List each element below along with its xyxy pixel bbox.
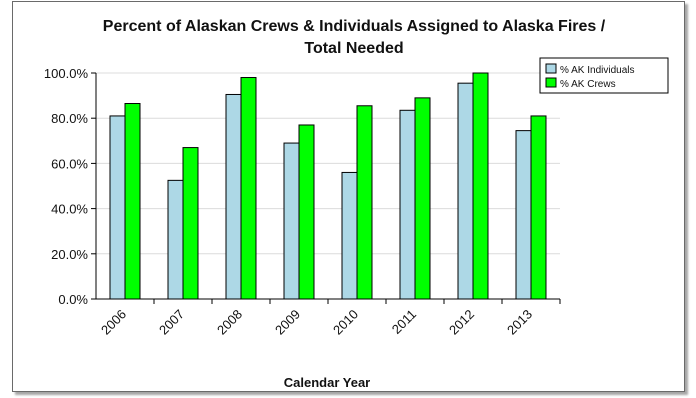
x-tick-labels: 2006 2007 2008 2009 2010 2011 2012 2013 [98,307,535,338]
legend-box [539,57,669,94]
x-tick-label: 2010 [330,307,361,338]
bar-individuals-2009 [283,142,300,300]
x-axis-label: Calendar Year [284,375,370,390]
x-tick-label: 2013 [504,307,535,338]
legend-label-crews: % AK Crews [560,79,616,90]
x-tick-label: 2007 [156,307,187,338]
bar-individuals-2007 [167,179,184,300]
bar-crews-2010 [356,105,373,300]
chart-title-line2: Total Needed [304,40,403,57]
bar-individuals-2013 [515,130,532,300]
bars-group [109,72,547,300]
bar-individuals-2006 [109,115,126,300]
y-tick-label: 60.0% [51,156,88,171]
x-tick-label: 2011 [389,307,419,337]
bar-individuals-2012 [457,82,474,300]
bar-individuals-2008 [225,93,242,300]
x-tick-label: 2009 [272,307,303,338]
x-tick-label: 2006 [98,307,129,338]
chart-title-line1: Percent of Alaskan Crews & Individuals A… [103,18,606,35]
bar-crews-2012 [472,72,489,300]
y-tick-label: 100.0% [44,66,89,81]
legend-swatch-individuals [545,63,557,74]
legend: % AK Individuals % AK Crews [539,57,669,94]
x-tick-label: 2008 [214,307,245,338]
bar-crews-2006 [124,103,141,300]
bar-individuals-2010 [341,171,358,300]
bar-crews-2013 [530,115,547,300]
x-tick-label: 2012 [446,307,477,338]
bar-crews-2011 [414,97,431,300]
gridlines [96,72,560,255]
y-tick-label: 20.0% [51,247,88,262]
y-tick-label: 40.0% [51,202,88,217]
bar-individuals-2011 [399,109,416,300]
bar-crews-2008 [240,77,257,300]
bar-crews-2007 [182,147,199,300]
bar-crews-2009 [298,124,315,300]
y-tick-labels: 0.0% 20.0% 40.0% 60.0% 80.0% 100.0% [44,66,89,307]
legend-swatch-crews [545,77,557,88]
axes [91,72,561,304]
y-tick-label: 0.0% [58,292,88,307]
y-tick-label: 80.0% [51,111,88,126]
legend-label-individuals: % AK Individuals [560,65,635,76]
